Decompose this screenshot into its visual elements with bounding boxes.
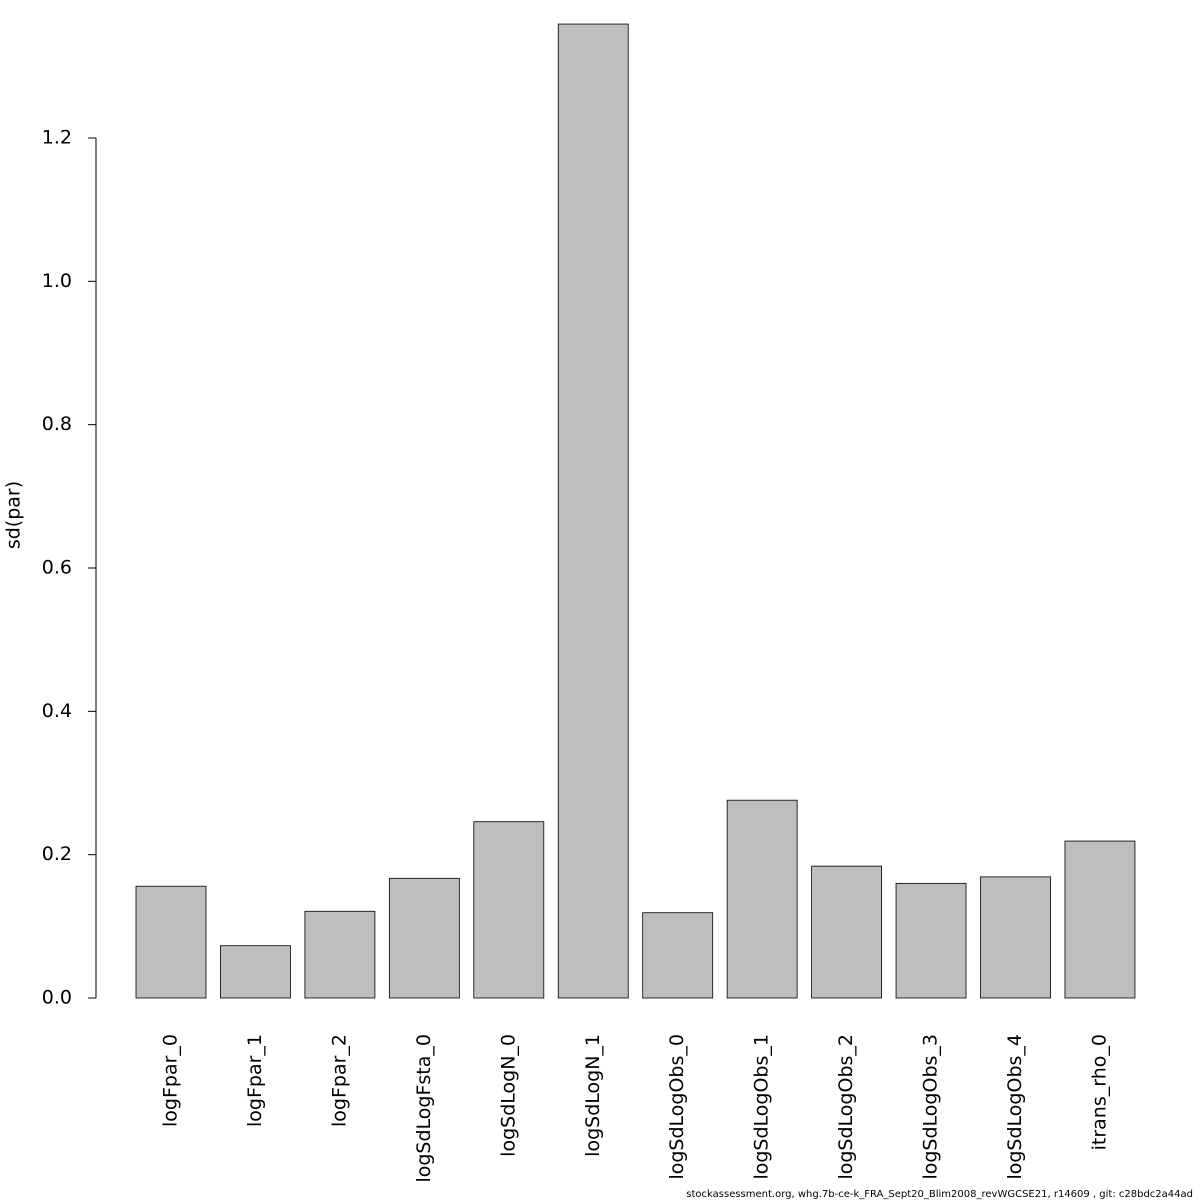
x-tick-label: logFpar_2 [328, 1034, 350, 1127]
y-tick-label: 0.8 [42, 413, 72, 435]
bar [135, 885, 207, 999]
y-tick-label: 1.0 [42, 270, 72, 292]
y-tick-label: 0.2 [42, 843, 72, 865]
bar [980, 876, 1051, 999]
bar [473, 821, 545, 999]
bar [811, 865, 882, 999]
bar [388, 877, 460, 999]
bar [220, 945, 291, 999]
x-tick-label: logSdLogN_1 [582, 1034, 604, 1157]
y-tick-label: 0.0 [42, 987, 72, 1009]
x-tick-label: logSdLogObs_2 [835, 1034, 857, 1180]
y-tick-label: 0.4 [42, 700, 72, 722]
x-tick-label: logSdLogObs_1 [751, 1034, 773, 1180]
x-tick-label: logSdLogN_0 [497, 1034, 519, 1157]
x-tick-label: logSdLogObs_0 [666, 1034, 688, 1180]
y-tick-label: 1.2 [42, 127, 72, 149]
x-tick-label: logFpar_1 [244, 1034, 266, 1127]
y-axis-label: sd(par) [3, 481, 25, 549]
bar [895, 882, 967, 999]
bar [1064, 840, 1136, 999]
x-tick-label: logSdLogFsta_0 [413, 1034, 435, 1183]
x-tick-label: logSdLogObs_3 [920, 1034, 942, 1180]
bar [557, 23, 629, 999]
footnote: stockassessment.org, whg.7b-ce-k_FRA_Sep… [686, 1189, 1193, 1200]
bar [726, 799, 798, 999]
x-tick-label: itrans_rho_0 [1088, 1034, 1110, 1150]
bar [642, 912, 714, 999]
bar [304, 910, 376, 999]
x-tick-label: logSdLogObs_4 [1004, 1034, 1026, 1180]
y-tick-label: 0.6 [42, 557, 72, 579]
x-tick-label: logFpar_0 [160, 1034, 182, 1127]
